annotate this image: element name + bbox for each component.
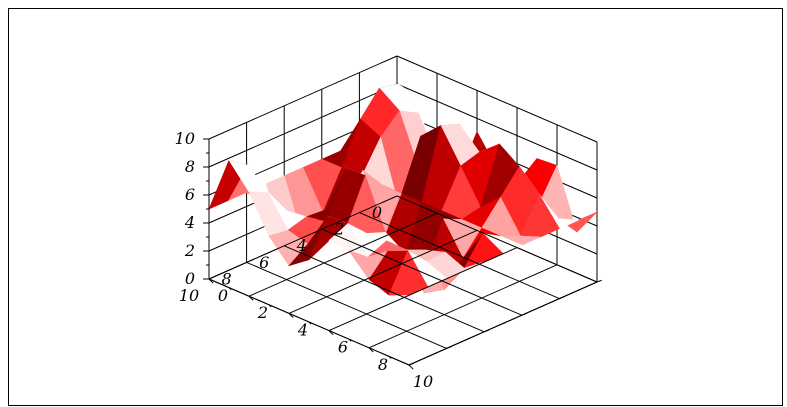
y-tick [465, 338, 468, 341]
x-tick [348, 338, 352, 342]
floor-gridline-x [208, 195, 398, 280]
floor-gridline-y [246, 261, 447, 349]
x-tick-label: 10 [413, 372, 433, 391]
floor-gridline-y [284, 245, 485, 333]
y-tick-label: 4 [296, 236, 307, 255]
x-tick-label: 2 [257, 303, 268, 322]
axis-ticks [203, 138, 602, 370]
x-tick [208, 278, 214, 284]
x-tick [288, 313, 294, 318]
z-tick-label: 2 [184, 241, 195, 260]
floor-gridline-x [248, 212, 438, 297]
x-tick [248, 295, 254, 301]
z-tick-label: 8 [185, 157, 195, 176]
y-tick-label: 10 [179, 286, 199, 305]
floor-gridline-x [288, 229, 478, 314]
wall-gridline-z-left [208, 83, 398, 168]
z-tick-label: 10 [175, 129, 195, 148]
floor-gridline-x [368, 264, 558, 349]
wall-gridline-z-left [208, 55, 398, 140]
x-tick-label: 0 [218, 286, 228, 305]
x-tick [388, 356, 392, 359]
x-tick [328, 330, 334, 336]
surface-mesh [208, 83, 598, 296]
x-tick-label: 4 [297, 320, 308, 339]
y-tick [484, 329, 490, 333]
x-tick [308, 321, 312, 325]
x-tick [368, 347, 374, 353]
y-tick [521, 312, 527, 316]
y-tick [578, 288, 581, 291]
y-tick [427, 355, 431, 358]
wall-gridline-z-right [396, 55, 598, 143]
x-tick-label: 6 [338, 338, 348, 357]
floor-gridline-y [321, 228, 522, 316]
z-tick-label: 6 [185, 185, 195, 204]
y-tick-label: 0 [372, 203, 382, 222]
z-tick-label: 4 [184, 213, 195, 232]
y-tick [408, 362, 414, 366]
y-tick-label: 2 [333, 220, 344, 239]
wall-gridline-z-right [396, 83, 598, 171]
y-tick [559, 296, 565, 300]
z-tick-label: 0 [185, 269, 195, 288]
x-tick [408, 364, 414, 370]
x-tick-label: 8 [378, 355, 388, 374]
y-tick-label: 8 [222, 269, 232, 288]
y-tick [446, 346, 452, 349]
floor-gridline-x [328, 247, 518, 332]
floor-gridline-y [359, 212, 560, 300]
x-tick [228, 287, 232, 291]
floor-gridline-y [396, 195, 598, 283]
y-tick [502, 322, 506, 324]
figure-frame: 0 2 4 6 8 10 0 2 4 6 8 10 0 2 4 6 8 10 [8, 8, 783, 406]
x-tick [268, 304, 272, 308]
y-tick-label: 6 [259, 253, 269, 272]
y-tick [540, 305, 544, 308]
y-tick [596, 279, 602, 283]
